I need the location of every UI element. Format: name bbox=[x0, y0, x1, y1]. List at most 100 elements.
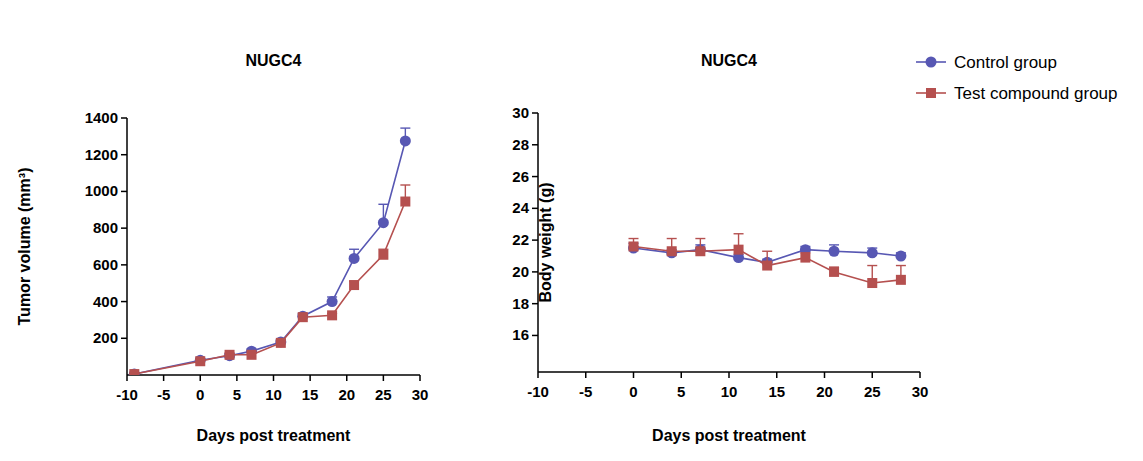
x-tick-label: 30 bbox=[412, 386, 429, 403]
error-cap bbox=[667, 238, 677, 239]
x-tick bbox=[681, 372, 683, 378]
x-tick-label: 5 bbox=[677, 383, 685, 400]
x-tick-label: 0 bbox=[196, 386, 204, 403]
x-tick bbox=[273, 375, 275, 381]
error-cap bbox=[378, 204, 388, 205]
series-line bbox=[634, 246, 901, 283]
series-line: Control group bbox=[134, 141, 405, 374]
marker bbox=[829, 246, 840, 257]
x-tick-label: 15 bbox=[302, 386, 319, 403]
y-tick bbox=[532, 303, 538, 305]
marker bbox=[327, 310, 337, 320]
x-tick bbox=[633, 372, 635, 378]
marker bbox=[695, 246, 705, 256]
y-tick bbox=[121, 301, 127, 303]
x-tick bbox=[824, 372, 826, 378]
x-tick bbox=[537, 372, 539, 378]
x-tick-label: -10 bbox=[527, 383, 549, 400]
x-tick bbox=[872, 372, 874, 378]
y-tick-label: 1200 bbox=[85, 146, 118, 163]
x-tick-label: 5 bbox=[233, 386, 241, 403]
error-cap bbox=[349, 249, 359, 250]
y-tick bbox=[532, 176, 538, 178]
x-tick bbox=[728, 372, 730, 378]
legend-marker bbox=[926, 57, 937, 68]
x-axis-label: Days post treatment bbox=[197, 427, 351, 444]
y-tick bbox=[121, 154, 127, 156]
x-tick-label: 15 bbox=[768, 383, 785, 400]
y-tick-label: 26 bbox=[512, 168, 529, 185]
marker bbox=[129, 369, 139, 375]
legend-label: Control group bbox=[954, 53, 1057, 72]
marker bbox=[734, 245, 744, 255]
y-tick bbox=[532, 335, 538, 337]
marker bbox=[378, 217, 389, 228]
plot-area bbox=[628, 234, 906, 288]
marker bbox=[349, 253, 360, 264]
y-tick bbox=[121, 191, 127, 193]
title: NUGC4 bbox=[245, 52, 301, 69]
marker bbox=[896, 275, 906, 285]
y-tick-label: 20 bbox=[512, 263, 529, 280]
marker bbox=[867, 278, 877, 288]
marker bbox=[349, 280, 359, 290]
y-tick-label: 400 bbox=[93, 293, 118, 310]
marker bbox=[195, 355, 206, 366]
y-tick bbox=[532, 208, 538, 210]
x-tick bbox=[585, 372, 587, 378]
y-tick bbox=[121, 117, 127, 119]
x-tick-label: 25 bbox=[375, 386, 392, 403]
error-cap bbox=[400, 127, 410, 128]
y-tick-label: 600 bbox=[93, 256, 118, 273]
y-tick bbox=[532, 112, 538, 114]
x-tick-label: -5 bbox=[157, 386, 170, 403]
y-tick-label: 24 bbox=[512, 199, 529, 216]
series-line: Test compound group bbox=[134, 202, 405, 375]
y-tick bbox=[121, 227, 127, 229]
marker bbox=[276, 338, 286, 348]
marker bbox=[297, 311, 308, 322]
x-tick bbox=[346, 375, 348, 381]
x-tick-label: 10 bbox=[265, 386, 282, 403]
legend: Control group Test compound group bbox=[916, 53, 1118, 103]
x-tick bbox=[200, 375, 202, 381]
plot-area: Control groupTest compound group bbox=[129, 128, 411, 375]
error-cap bbox=[734, 233, 744, 234]
marker bbox=[867, 247, 878, 258]
chart: NUGC4 Days post treatment Tumor volume (mm… bbox=[16, 52, 428, 444]
y-tick bbox=[532, 271, 538, 273]
x-tick-label: 20 bbox=[338, 386, 355, 403]
x-tick-label: 30 bbox=[912, 383, 929, 400]
y-tick-label: 1000 bbox=[85, 182, 118, 199]
marker bbox=[327, 296, 338, 307]
y-axis-label: Tumor volume (mm³) bbox=[16, 168, 33, 326]
y-tick bbox=[532, 144, 538, 146]
marker bbox=[800, 253, 810, 263]
marker bbox=[298, 312, 308, 322]
marker bbox=[400, 135, 411, 146]
y-tick bbox=[121, 338, 127, 340]
marker bbox=[195, 356, 205, 366]
x-tick-label: 20 bbox=[816, 383, 833, 400]
y-axis bbox=[126, 118, 128, 375]
x-tick-label: 10 bbox=[721, 383, 738, 400]
legend-label: Test compound group bbox=[954, 84, 1118, 103]
marker bbox=[275, 336, 286, 347]
marker bbox=[667, 246, 677, 256]
x-tick-label: -5 bbox=[579, 383, 592, 400]
marker bbox=[129, 369, 140, 375]
figure: NUGC4 Days post treatment Tumor volume (mm… bbox=[0, 0, 1143, 461]
y-tick-label: 800 bbox=[93, 219, 118, 236]
x-tick-label: -10 bbox=[116, 386, 138, 403]
x-tick bbox=[419, 375, 421, 381]
x-tick bbox=[126, 375, 128, 381]
x-tick bbox=[236, 375, 238, 381]
y-axis bbox=[537, 113, 539, 372]
x-tick bbox=[383, 375, 385, 381]
x-tick-label: 0 bbox=[629, 383, 637, 400]
x-tick bbox=[776, 372, 778, 378]
error-cap bbox=[378, 249, 388, 250]
x-tick bbox=[163, 375, 165, 381]
y-tick bbox=[532, 239, 538, 241]
x-tick bbox=[919, 372, 921, 378]
